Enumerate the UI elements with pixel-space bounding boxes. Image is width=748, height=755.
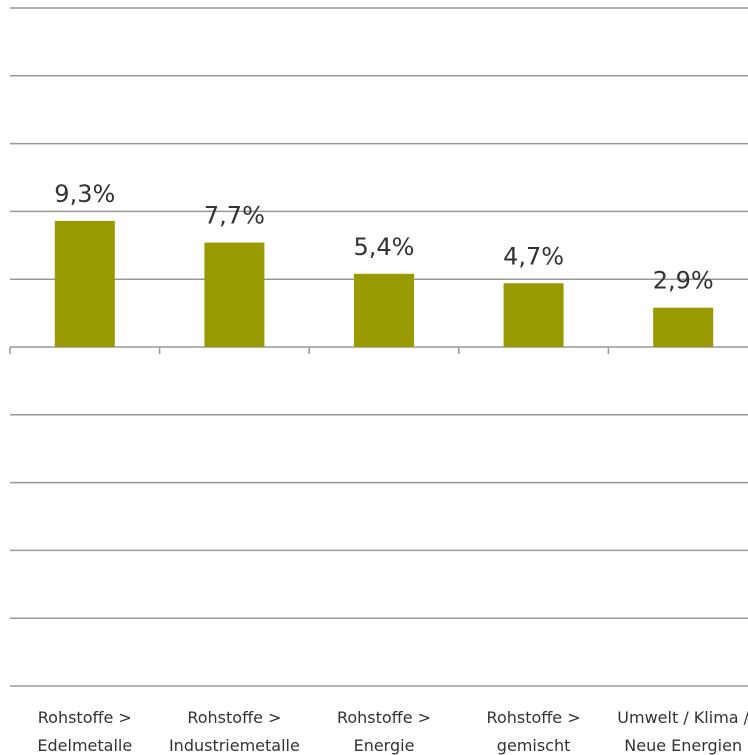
bar bbox=[204, 242, 265, 347]
x-tick-label: Rohstoffe > Edelmetalle bbox=[37, 708, 133, 755]
value-label: 9,3% bbox=[54, 180, 115, 208]
bar bbox=[354, 273, 414, 347]
value-label: 4,7% bbox=[503, 242, 564, 270]
x-tick-label: Rohstoffe > Energie bbox=[336, 708, 432, 755]
value-label: 5,4% bbox=[354, 233, 415, 261]
value-label: 7,7% bbox=[204, 202, 265, 230]
bar bbox=[503, 283, 564, 347]
value-label: 2,9% bbox=[653, 267, 714, 295]
bar bbox=[54, 220, 115, 347]
x-tick-label: Rohstoffe > gemischt bbox=[486, 708, 581, 755]
x-tick-label: Umwelt / Klima / Neue Energien bbox=[617, 708, 748, 755]
bar bbox=[653, 307, 714, 347]
x-tick-label: Rohstoffe > Industriemetalle bbox=[168, 708, 300, 755]
